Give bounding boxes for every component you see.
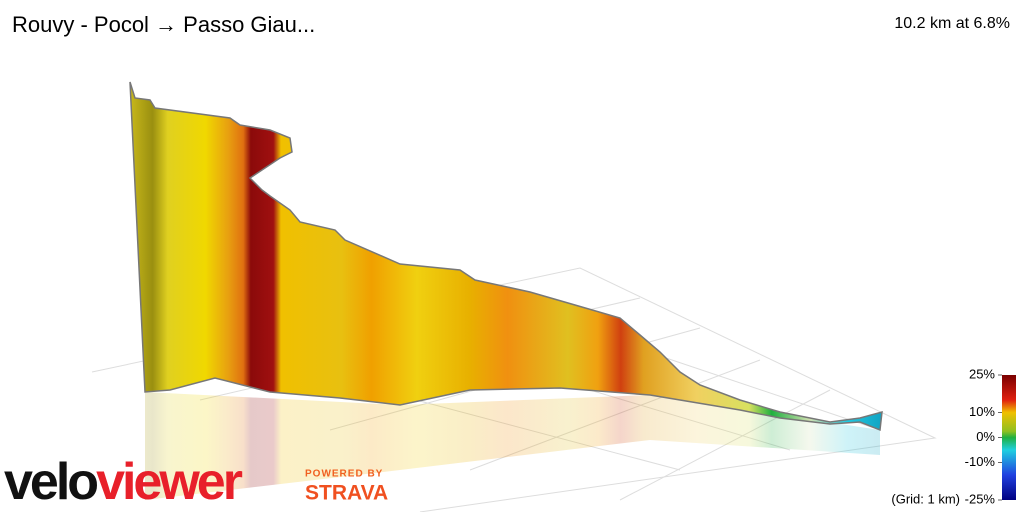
tick-label: -25% (965, 491, 996, 506)
tick-label: 25% (969, 366, 995, 381)
logo: veloviewer (4, 453, 243, 511)
elevation-profile (129, 81, 883, 432)
logo-part: viewer (96, 453, 243, 511)
title: Rouvy - Pocol → Passo Giau... (12, 12, 315, 37)
powered-by: POWERED BY (305, 469, 383, 480)
strava: STRAVA (305, 482, 388, 505)
reflection (145, 392, 880, 500)
summary: 10.2 km at 6.8% (894, 15, 1010, 32)
tick-label: -10% (965, 454, 996, 469)
tick-label: 10% (969, 404, 995, 419)
logo-part: velo (4, 453, 97, 511)
legend: 25% 10% 0% -10% -25% (965, 366, 1016, 506)
color-scale (1002, 375, 1016, 500)
tick-label: 0% (976, 429, 995, 444)
grid-note: (Grid: 1 km) (891, 491, 960, 506)
